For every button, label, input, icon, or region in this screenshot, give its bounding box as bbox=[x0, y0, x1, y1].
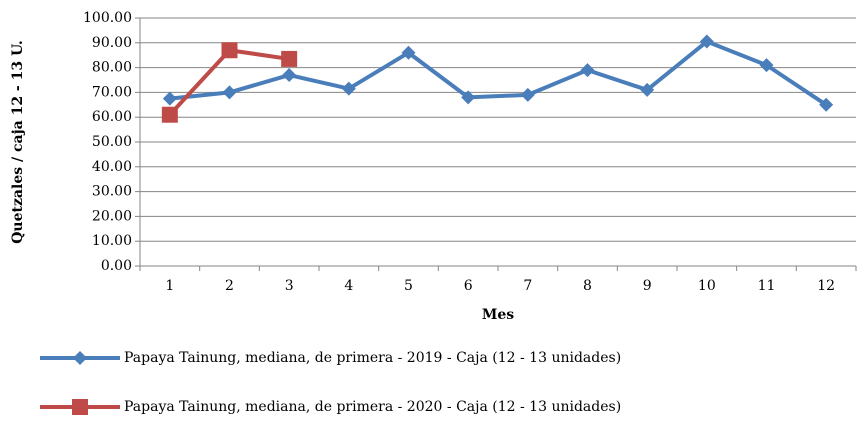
y-tick-label: 80.00 bbox=[92, 60, 132, 76]
legend-label: Papaya Tainung, mediana, de primera - 20… bbox=[124, 350, 621, 366]
data-point bbox=[461, 90, 476, 105]
x-tick-label: 12 bbox=[817, 278, 835, 294]
data-point bbox=[819, 97, 834, 112]
x-tick-label: 1 bbox=[165, 278, 174, 294]
data-point bbox=[580, 63, 595, 78]
data-point bbox=[281, 50, 298, 67]
data-point bbox=[699, 34, 714, 49]
data-point bbox=[221, 42, 238, 59]
y-axis-title: Quetzales / caja 12 - 13 U. bbox=[10, 40, 26, 244]
x-tick-label: 9 bbox=[643, 278, 652, 294]
data-point bbox=[401, 45, 416, 60]
y-tick-label: 30.00 bbox=[92, 184, 132, 200]
data-point bbox=[341, 81, 356, 96]
legend-marker bbox=[72, 399, 88, 415]
y-tick-label: 100.00 bbox=[83, 10, 132, 26]
x-tick-label: 4 bbox=[344, 278, 353, 294]
y-tick-label: 0.00 bbox=[101, 258, 132, 274]
x-tick-label: 3 bbox=[285, 278, 294, 294]
data-point bbox=[759, 58, 774, 73]
data-point bbox=[162, 91, 177, 106]
y-tick-label: 70.00 bbox=[92, 84, 132, 100]
y-tick-label: 90.00 bbox=[92, 35, 132, 51]
y-tick-label: 60.00 bbox=[92, 109, 132, 125]
x-tick-label: 2 bbox=[225, 278, 234, 294]
x-tick-label: 5 bbox=[404, 278, 413, 294]
data-point bbox=[282, 68, 297, 83]
data-point bbox=[222, 85, 237, 100]
y-tick-label: 20.00 bbox=[92, 208, 132, 224]
x-axis-title: Mes bbox=[482, 307, 514, 323]
x-tick-label: 7 bbox=[523, 278, 532, 294]
legend-marker bbox=[73, 351, 87, 365]
x-tick-label: 6 bbox=[464, 278, 473, 294]
y-tick-label: 40.00 bbox=[92, 159, 132, 175]
data-point bbox=[520, 87, 535, 102]
legend-label: Papaya Tainung, mediana, de primera - 20… bbox=[124, 399, 621, 415]
x-tick-label: 10 bbox=[698, 278, 716, 294]
x-tick-label: 8 bbox=[583, 278, 592, 294]
data-point bbox=[640, 82, 655, 97]
x-tick-label: 11 bbox=[758, 278, 776, 294]
data-point bbox=[161, 106, 178, 123]
y-tick-label: 50.00 bbox=[92, 134, 132, 150]
series-line bbox=[169, 39, 828, 107]
series-line bbox=[168, 48, 290, 117]
y-tick-label: 10.00 bbox=[92, 233, 132, 249]
